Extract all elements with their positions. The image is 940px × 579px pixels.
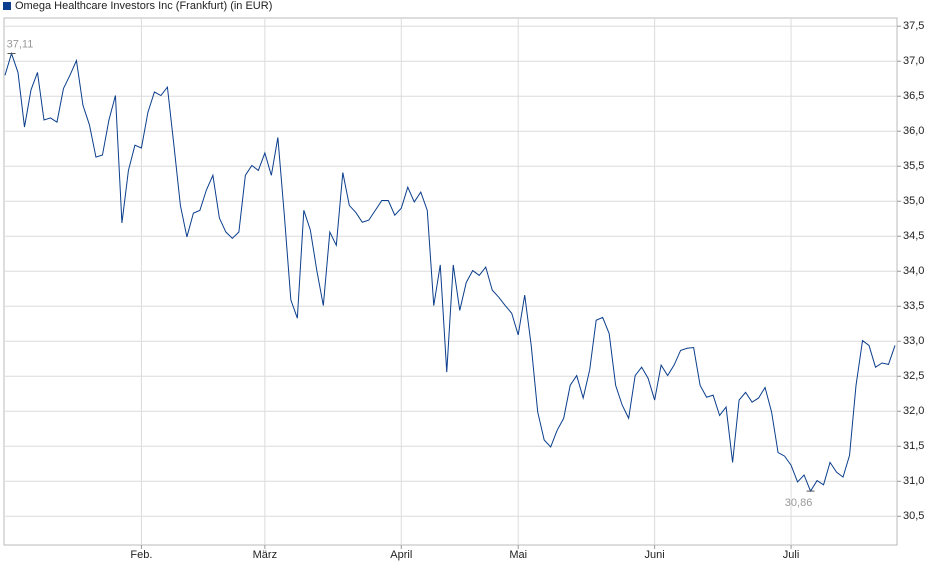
y-tick-label: 35,0 [903, 195, 924, 207]
extreme-label: 30,86 [785, 497, 813, 509]
legend-label: Omega Healthcare Investors Inc (Frankfur… [15, 0, 272, 12]
y-tick-label: 34,0 [903, 265, 924, 277]
x-tick-label: Juni [645, 549, 665, 561]
y-tick-label: 30,5 [903, 510, 924, 522]
x-tick-label: Mai [509, 549, 527, 561]
y-tick-label: 33,0 [903, 335, 924, 347]
y-tick-label: 36,5 [903, 90, 924, 102]
price-line [4, 51, 896, 493]
legend-swatch [3, 2, 11, 10]
y-tick-label: 31,5 [903, 440, 924, 452]
x-tick-label: Feb. [130, 549, 152, 561]
y-tick-label: 33,5 [903, 300, 924, 312]
x-tick-label: Juli [783, 549, 800, 561]
y-tick-label: 37,5 [903, 20, 924, 32]
x-tick-label: März [253, 549, 277, 561]
plot-frame [3, 17, 898, 546]
y-tick-label: 32,0 [903, 405, 924, 417]
y-tick-label: 34,5 [903, 230, 924, 242]
x-tick-label: April [390, 549, 412, 561]
y-tick-label: 36,0 [903, 125, 924, 137]
y-tick-label: 37,0 [903, 55, 924, 67]
y-tick-label: 32,5 [903, 370, 924, 382]
y-tick-label: 35,5 [903, 160, 924, 172]
extreme-label: 37,11 [7, 38, 34, 50]
y-tick-label: 31,0 [903, 475, 924, 487]
